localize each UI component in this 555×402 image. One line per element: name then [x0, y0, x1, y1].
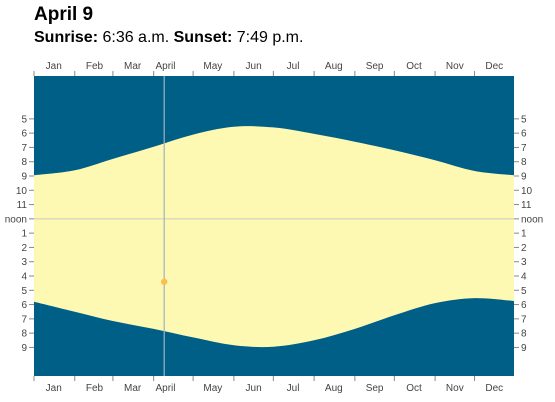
x-label-bottom: Mar — [124, 383, 142, 394]
y-label-left: 9 — [21, 172, 27, 183]
y-label-right: 8 — [521, 157, 527, 168]
sunset-time: 7:49 p.m. — [236, 29, 304, 46]
x-label-bottom: April — [155, 383, 175, 394]
y-label-right: 7 — [521, 143, 527, 154]
x-label-bottom: Jun — [246, 383, 262, 394]
x-label-top: Jan — [46, 61, 62, 72]
sun-times: Sunrise: 6:36 a.m. Sunset: 7:49 p.m. — [34, 29, 303, 47]
y-label-left: 8 — [21, 329, 27, 340]
x-label-bottom: Feb — [86, 383, 104, 394]
x-label-bottom: Jan — [46, 383, 62, 394]
y-label-left: 9 — [21, 343, 27, 354]
y-label-right: 7 — [521, 314, 527, 325]
y-label-left: 8 — [21, 157, 27, 168]
y-label-right: 6 — [521, 300, 527, 311]
y-label-right: 3 — [521, 257, 527, 268]
sunrise-time: 6:36 a.m. — [102, 29, 170, 46]
daylight-area — [34, 126, 514, 348]
y-label-left: 6 — [21, 300, 27, 311]
current-time-marker — [160, 278, 168, 285]
y-label-right: 6 — [521, 129, 527, 140]
y-label-right: 5 — [521, 114, 527, 125]
sunset-label: Sunset: — [173, 29, 233, 46]
y-label-left: 6 — [21, 129, 27, 140]
x-label-top: April — [155, 61, 175, 72]
x-label-bottom: May — [203, 383, 222, 394]
x-label-top: May — [203, 61, 222, 72]
y-label-right: 1 — [521, 229, 527, 240]
y-label-right: 2 — [521, 243, 527, 254]
y-label-left: 10 — [16, 186, 28, 197]
x-label-top: Sep — [366, 61, 384, 72]
y-label-left: 11 — [17, 200, 28, 211]
y-label-right: 10 — [521, 186, 533, 197]
y-label-left: 7 — [21, 314, 27, 325]
y-label-right: 9 — [521, 343, 527, 354]
y-label-left: 5 — [21, 286, 27, 297]
y-label-right: 9 — [521, 172, 527, 183]
y-label-left: noon — [5, 214, 27, 225]
x-label-bottom: Dec — [485, 383, 503, 394]
y-label-right: 11 — [521, 200, 532, 211]
x-label-top: Mar — [124, 61, 142, 72]
x-label-top: Nov — [446, 61, 464, 72]
y-label-left: 5 — [21, 114, 27, 125]
x-label-top: Oct — [406, 61, 422, 72]
date-title: April 9 — [34, 4, 94, 25]
x-label-bottom: Jul — [287, 383, 300, 394]
y-label-left: 4 — [21, 272, 27, 283]
y-label-right: 5 — [521, 286, 527, 297]
y-label-left: 7 — [21, 143, 27, 154]
x-label-bottom: Oct — [406, 383, 422, 394]
sunrise-label: Sunrise: — [34, 29, 99, 46]
y-label-left: 1 — [21, 229, 27, 240]
y-label-right: 4 — [521, 272, 527, 283]
x-label-bottom: Sep — [366, 383, 384, 394]
x-label-top: Feb — [86, 61, 104, 72]
y-label-left: 2 — [21, 243, 27, 254]
y-label-right: 8 — [521, 329, 527, 340]
y-label-left: 3 — [21, 257, 27, 268]
x-label-top: Dec — [485, 61, 503, 72]
x-label-top: Aug — [325, 61, 343, 72]
x-label-top: Jun — [246, 61, 262, 72]
x-label-bottom: Aug — [325, 383, 343, 394]
x-label-bottom: Nov — [446, 383, 464, 394]
y-label-right: noon — [521, 214, 543, 225]
x-label-top: Jul — [287, 61, 300, 72]
